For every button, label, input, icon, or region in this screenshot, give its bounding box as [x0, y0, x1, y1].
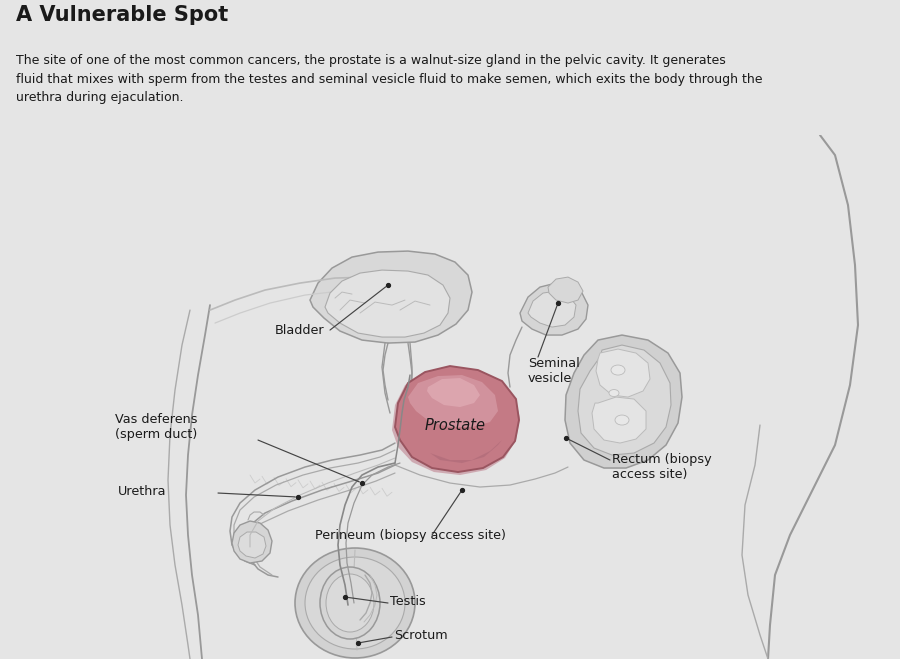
Ellipse shape	[609, 389, 619, 397]
Ellipse shape	[295, 548, 415, 658]
Polygon shape	[528, 291, 576, 327]
Text: Prostate: Prostate	[425, 418, 485, 432]
Ellipse shape	[615, 415, 629, 425]
Polygon shape	[430, 440, 502, 463]
Polygon shape	[427, 378, 480, 407]
Ellipse shape	[611, 365, 625, 375]
Text: Rectum (biopsy
access site): Rectum (biopsy access site)	[612, 453, 712, 481]
Polygon shape	[408, 375, 498, 427]
Polygon shape	[325, 270, 450, 337]
Text: Vas deferens
(sperm duct): Vas deferens (sperm duct)	[115, 413, 197, 441]
Polygon shape	[520, 283, 588, 335]
Text: Scrotum: Scrotum	[394, 629, 447, 641]
Ellipse shape	[326, 574, 374, 632]
Ellipse shape	[320, 567, 380, 639]
Ellipse shape	[305, 557, 405, 649]
Polygon shape	[392, 367, 520, 475]
Text: Testis: Testis	[390, 594, 426, 608]
Polygon shape	[565, 335, 682, 468]
Polygon shape	[232, 521, 272, 563]
Polygon shape	[578, 345, 671, 455]
Polygon shape	[395, 366, 519, 472]
Text: Seminal
vesicle: Seminal vesicle	[528, 357, 580, 385]
Polygon shape	[310, 251, 472, 343]
Polygon shape	[596, 349, 650, 397]
Text: Urethra: Urethra	[118, 484, 166, 498]
Polygon shape	[238, 532, 266, 558]
Text: Bladder: Bladder	[275, 324, 325, 337]
Text: The site of one of the most common cancers, the prostate is a walnut-size gland : The site of one of the most common cance…	[16, 54, 762, 104]
Text: Perineum (biopsy access site): Perineum (biopsy access site)	[315, 529, 506, 542]
Polygon shape	[592, 397, 646, 443]
Text: A Vulnerable Spot: A Vulnerable Spot	[16, 5, 229, 26]
Polygon shape	[548, 277, 583, 303]
